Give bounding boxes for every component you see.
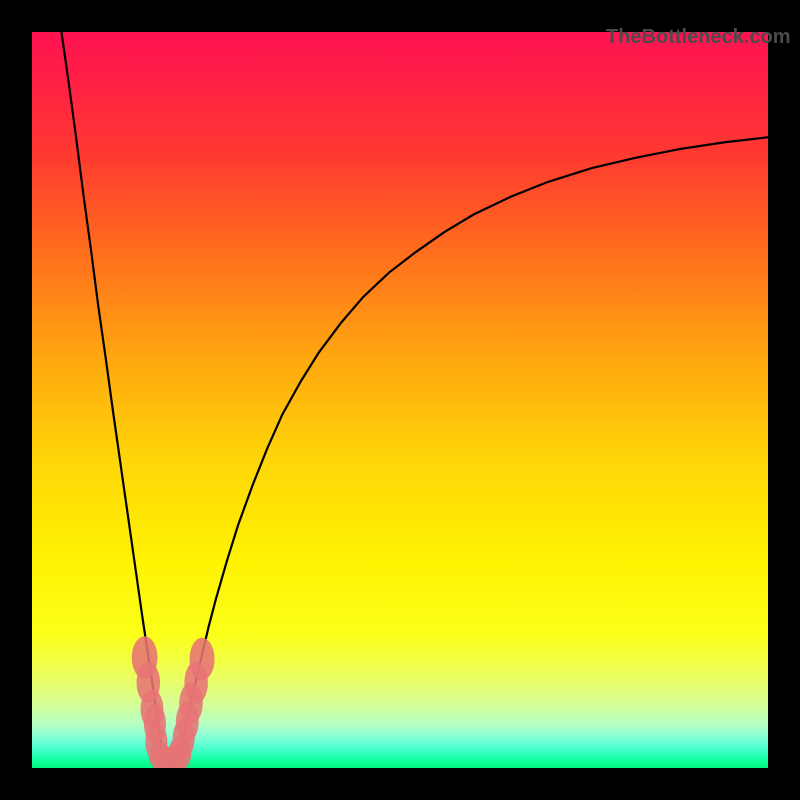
marker-point [190, 638, 215, 681]
watermark-text: TheBottleneck.com [606, 26, 790, 49]
chart-svg [0, 0, 800, 800]
chart-root: TheBottleneck.com [0, 0, 800, 800]
